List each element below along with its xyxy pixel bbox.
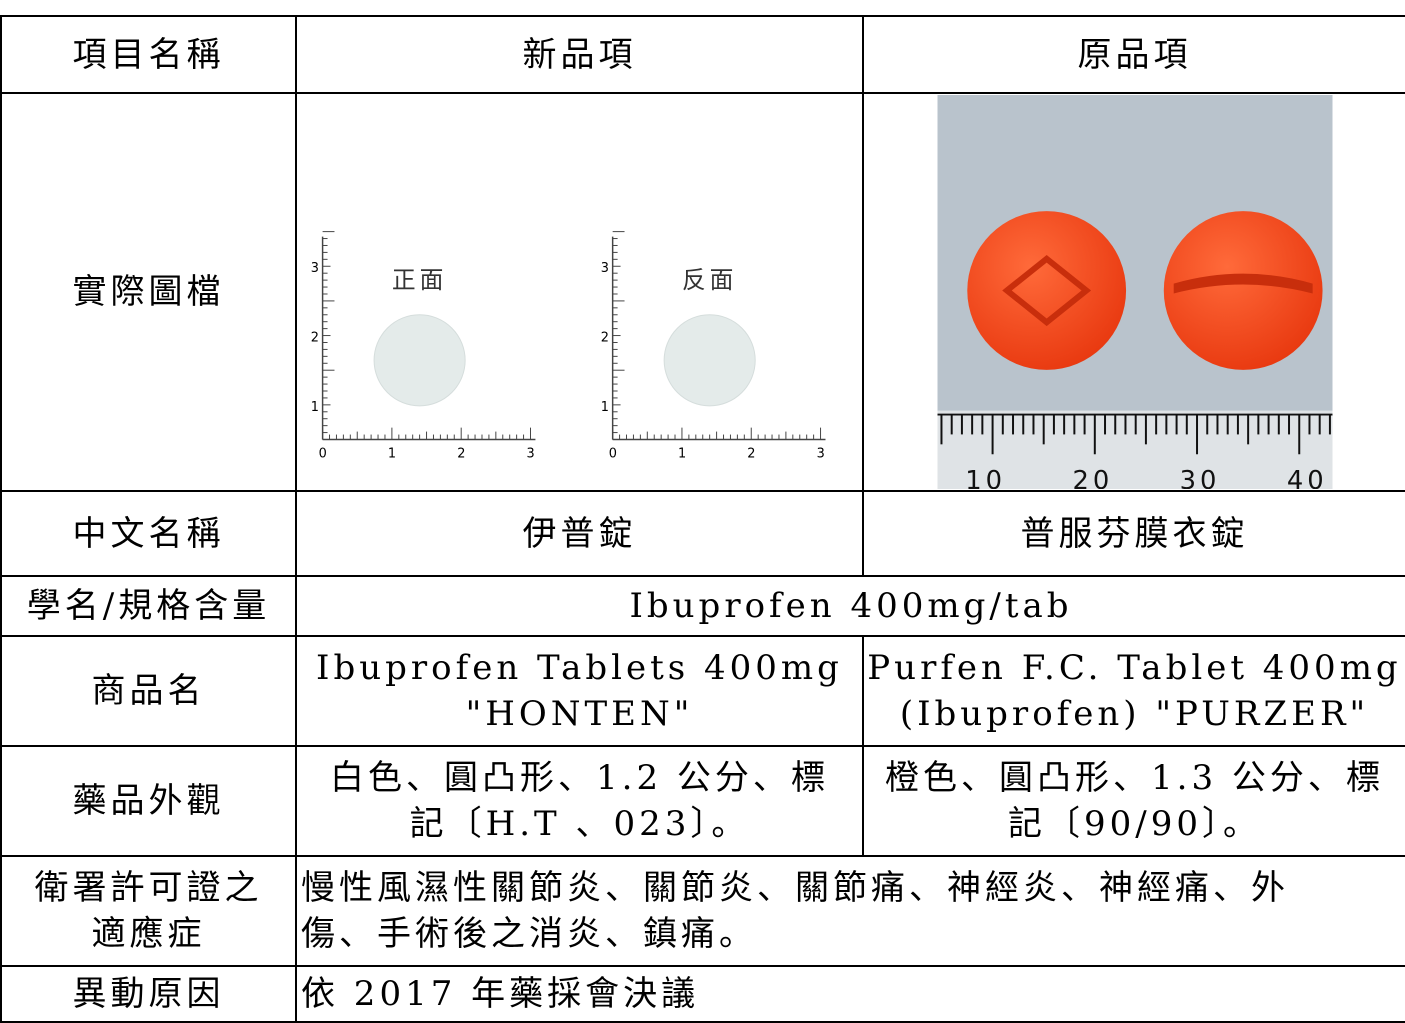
table-row: 中文名稱 伊普錠 普服芬膜衣錠	[0, 490, 1405, 577]
cell-text: 伊普錠	[522, 513, 637, 554]
new-cell: 白色、圓凸形、1.2 公分、標 記〔H.T 、023〕。	[295, 745, 864, 857]
merged-cell: 慢性風濕性關節炎、關節炎、關節痛、神經炎、神經痛、外 傷、手術後之消炎、鎮痛。	[295, 855, 1405, 967]
header-cell: 新品項	[295, 15, 864, 94]
table-row: 商品名 Ibuprofen Tablets 400mg "HONTEN" Purfen…	[0, 635, 1405, 747]
back-label: 反面	[682, 266, 737, 294]
new-pill-image: 3 2 1 0 1 2 3 3 2 1 0 1 2 3 正面 反面	[298, 95, 860, 489]
cell-text: "HONTEN"	[465, 694, 694, 734]
new-cell: Ibuprofen Tablets 400mg "HONTEN"	[295, 635, 864, 747]
table-row: 異動原因 依 2017 年藥採會決議	[0, 965, 1405, 1023]
cell-text: 慢性風濕性關節炎、關節炎、關節痛、神經炎、神經痛、外	[301, 868, 1289, 908]
cell-text: 白色、圓凸形、1.2 公分、標	[330, 758, 829, 798]
table-row: 衛署許可證之 適應症 慢性風濕性關節炎、關節炎、關節痛、神經炎、神經痛、外 傷、手術後…	[0, 855, 1405, 967]
cell-text: 學名/規格含量	[26, 586, 271, 626]
original-cell: 橙色、圓凸形、1.3 公分、標 記〔90/90〕。	[862, 745, 1405, 857]
row-label: 衛署許可證之 適應症	[0, 855, 297, 967]
row-label: 中文名稱	[0, 490, 297, 577]
ruler-label: 3	[527, 446, 539, 461]
original-cell: Purfen F.C. Tablet 400mg (Ibuprofen) "PUR…	[862, 635, 1405, 747]
cell-text: 中文名稱	[72, 513, 225, 554]
ruler-label: 40	[1286, 466, 1327, 489]
row-label: 商品名	[0, 635, 297, 747]
row-label: 藥品外觀	[0, 745, 297, 857]
header-cell: 原品項	[862, 15, 1405, 94]
ruler-label: 3	[311, 261, 323, 276]
cell-text: 商品名	[91, 671, 206, 711]
cell-text: 藥品外觀	[72, 781, 225, 821]
cell-text: Purfen F.C. Tablet 400mg	[867, 648, 1402, 688]
cell-text: Ibuprofen Tablets 400mg	[316, 648, 843, 688]
ruler-label: 0	[609, 446, 621, 461]
ruler-label: 2	[311, 330, 323, 345]
ruler-label: 2	[601, 330, 613, 345]
ruler-label: 2	[747, 446, 759, 461]
cell-text: Ibuprofen 400mg/tab	[629, 586, 1073, 626]
ruler-label: 3	[601, 261, 613, 276]
row-label: 學名/規格含量	[0, 575, 297, 637]
original-pill-image: 10 20 30 40	[937, 95, 1332, 489]
cell-text: 普服芬膜衣錠	[1020, 513, 1249, 554]
ruler-label: 1	[678, 446, 690, 461]
merged-cell: 依 2017 年藥採會決議	[295, 965, 1405, 1023]
row-label: 實際圖檔	[0, 92, 297, 492]
ruler-label: 10	[965, 466, 1006, 489]
table-row: 藥品外觀 白色、圓凸形、1.2 公分、標 記〔H.T 、023〕。 橙色、圓凸形、1.…	[0, 745, 1405, 857]
cell-text: 記〔90/90〕。	[1008, 804, 1261, 844]
table-row: 學名/規格含量 Ibuprofen 400mg/tab	[0, 575, 1405, 637]
ruler-label: 1	[601, 400, 613, 415]
cell-text: 衛署許可證之	[34, 868, 263, 908]
cell-text: 適應症	[91, 914, 206, 954]
original-image-cell: 10 20 30 40	[862, 92, 1405, 492]
ruler-label: 2	[457, 446, 469, 461]
cell-text: 橙色、圓凸形、1.3 公分、標	[885, 758, 1384, 798]
ruler-label: 20	[1072, 466, 1113, 489]
front-label: 正面	[392, 266, 447, 294]
new-cell: 伊普錠	[295, 490, 864, 577]
row-label: 異動原因	[0, 965, 297, 1023]
ruler-label: 1	[388, 446, 400, 461]
ruler-label: 30	[1179, 466, 1220, 489]
ruler-label: 1	[311, 400, 323, 415]
cell-text: 依 2017 年藥採會決議	[301, 974, 700, 1014]
ruler-label: 3	[817, 446, 829, 461]
header-row: 項目名稱 新品項 原品項	[0, 15, 1405, 94]
ruler-label: 0	[319, 446, 331, 461]
cell-text: 傷、手術後之消炎、鎮痛。	[301, 914, 757, 954]
cell-text: 記〔H.T 、023〕。	[409, 804, 750, 844]
header-cell: 項目名稱	[0, 15, 297, 94]
cell-text: (Ibuprofen) "PURZER"	[899, 694, 1370, 734]
cell-text: 異動原因	[72, 974, 225, 1014]
new-image-cell: 3 2 1 0 1 2 3 3 2 1 0 1 2 3 正面 反面	[295, 92, 864, 492]
merged-cell: Ibuprofen 400mg/tab	[295, 575, 1405, 637]
original-cell: 普服芬膜衣錠	[862, 490, 1405, 577]
